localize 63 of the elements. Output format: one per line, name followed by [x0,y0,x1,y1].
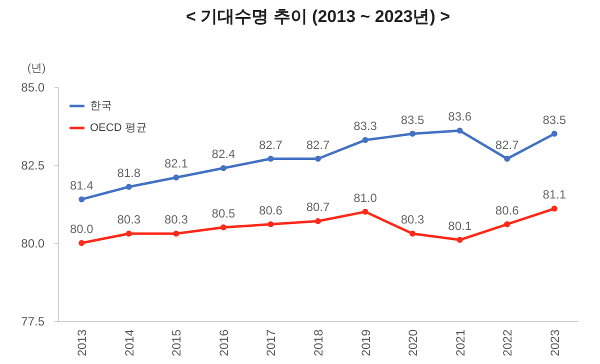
point [551,206,558,212]
point [362,137,368,144]
data-label: 81.8 [117,166,141,180]
point [456,128,463,134]
data-label: 80.6 [495,203,520,218]
point [173,230,180,237]
data-label: 81.1 [542,188,566,202]
point [173,174,180,180]
data-label: 80.3 [400,212,425,227]
legend-label: 한국 [90,100,112,112]
point [126,230,132,237]
point [268,156,274,162]
data-label: 82.7 [259,138,283,152]
point [456,236,463,243]
legend-label: OECD 평균 [90,122,147,134]
y-axis-title: (년) [27,62,46,74]
data-label: 81.0 [354,190,378,205]
x-tick-label: 2019 [358,329,373,356]
data-label: 83.3 [354,119,378,134]
data-label: 82.1 [164,156,188,170]
point [78,240,85,246]
point [268,221,274,228]
data-label: 80.6 [259,203,283,218]
data-label: 80.3 [164,212,188,227]
data-label: 82.7 [495,138,520,152]
data-label: 81.4 [70,178,94,192]
point [315,156,321,162]
data-label: 80.1 [448,218,472,233]
point [410,130,416,137]
data-label: 82.7 [306,138,330,152]
y-tick-label: 85.0 [21,80,45,94]
point [410,230,416,237]
point [315,218,321,224]
x-tick-label: 2021 [453,329,468,356]
x-tick-label: 2023 [548,329,562,356]
x-tick-label: 2015 [170,329,184,356]
point [220,165,226,172]
point [504,221,510,228]
y-tick-label: 80.0 [21,236,45,250]
x-tick-label: 2017 [264,329,278,356]
chart-title: < 기대수명 추이 (2013 ~ 2023년) > [186,7,450,26]
x-tick-label: 2022 [500,329,515,356]
data-label: 82.4 [212,147,236,162]
data-label: 80.5 [212,206,236,220]
data-label: 80.7 [306,200,330,214]
y-tick-label: 77.5 [21,314,45,328]
x-tick-label: 2016 [216,329,231,356]
x-tick-label: 2014 [122,329,136,356]
data-label: 80.3 [117,212,141,227]
point [504,156,510,162]
data-label: 80.0 [70,222,94,236]
point [362,208,368,215]
x-tick-label: 2018 [312,329,326,356]
point [126,184,132,190]
data-label: 83.5 [542,112,566,127]
point [78,196,85,202]
point [220,224,226,230]
data-label: 83.5 [400,112,425,127]
x-tick-label: 2013 [75,329,90,356]
y-tick-label: 82.5 [21,158,45,172]
point [551,130,558,137]
data-label: 83.6 [448,110,472,124]
x-tick-label: 2020 [406,329,420,356]
